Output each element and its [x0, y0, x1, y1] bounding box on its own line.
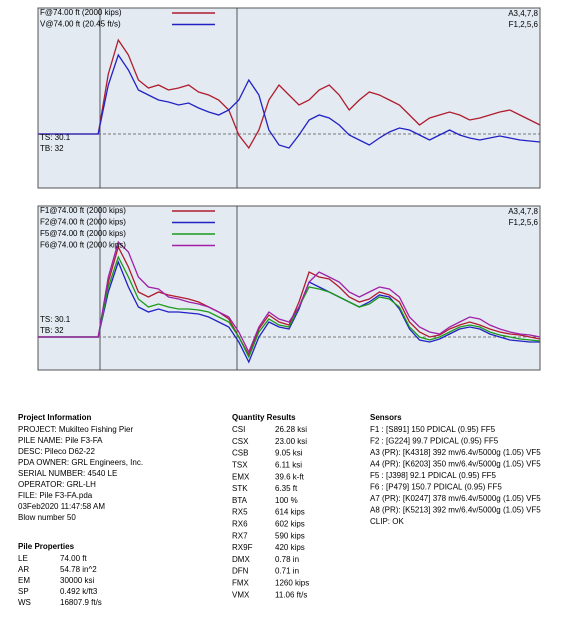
legend-label: F5@74.00 ft (2000 kips) [40, 229, 126, 238]
side-label: A3,4,7,8 [508, 207, 538, 216]
legend-label: V@74.00 ft (20.45 ft/s) [40, 20, 121, 29]
section-title: Quantity Results [232, 413, 296, 422]
info-row: DESC: Pileco D62-22 [18, 447, 95, 456]
quantity-label: BTA [232, 496, 248, 505]
sensor-row: F1 : [S891] 150 PDICAL (0.95) FF5 [370, 425, 496, 434]
quantity-value: 1260 kips [275, 579, 309, 588]
info-row: PROJECT: Mukilteo Fishing Pier [18, 425, 133, 434]
note: TS: 30.1 [40, 133, 71, 142]
section-title: Sensors [370, 413, 402, 422]
quantity-label: RX5 [232, 508, 248, 517]
property-label: AR [18, 565, 29, 574]
trace [38, 260, 540, 364]
trace [38, 38, 541, 150]
quantity-label: CSI [232, 425, 245, 434]
trace [38, 240, 541, 354]
sensor-row: A4 (PR): [K6203] 350 mv/6.4v/5000g (1.05… [370, 460, 541, 469]
quantity-value: 39.6 k-ft [275, 472, 305, 481]
quantity-value: 26.28 ksi [275, 425, 307, 434]
quantity-value: 602 kips [275, 520, 305, 529]
quantity-label: CSB [232, 449, 248, 458]
legend-label: F@74.00 ft (2000 kips) [40, 8, 122, 17]
legend-label: F6@74.00 ft (2000 kips) [40, 241, 126, 250]
quantity-value: 6.11 ksi [275, 461, 302, 470]
trace [38, 255, 541, 359]
panel-frame [37, 7, 541, 189]
side-label: A3,4,7,8 [508, 9, 538, 18]
quantity-label: RX6 [232, 520, 248, 529]
quantity-value: 9.05 ksi [275, 449, 303, 458]
quantity-value: 590 kips [275, 531, 305, 540]
info-row: SERIAL NUMBER: 4540 LE [18, 469, 117, 478]
section-title: Project Information [18, 413, 91, 422]
section-title: Pile Properties [18, 542, 75, 551]
sensor-row: F2 : [G224] 99.7 PDICAL (0.95) FF5 [370, 437, 499, 446]
trace [38, 53, 541, 149]
property-label: LE [18, 554, 28, 563]
property-label: SP [18, 587, 29, 596]
quantity-value: 100 % [275, 496, 298, 505]
quantity-value: 614 kips [275, 508, 305, 517]
info-row: PDA OWNER: GRL Engineers, Inc. [18, 458, 143, 467]
note: TB: 32 [40, 144, 64, 153]
property-value: 74.00 ft [60, 554, 87, 563]
quantity-value: 0.71 in [275, 567, 299, 576]
info-row: 03Feb2020 11:47:58 AM [18, 502, 105, 511]
info-row: PILE NAME: Pile F3-FA [18, 436, 103, 445]
trace [38, 245, 541, 357]
legend-label: F1@74.00 ft (2000 kips) [40, 206, 126, 215]
quantity-label: RX7 [232, 531, 248, 540]
quantity-value: 6.35 ft [275, 484, 298, 493]
property-value: 16807.9 ft/s [60, 598, 102, 607]
sensor-row: A3 (PR): [K4318] 392 mv/6.4v/5000g (1.05… [370, 448, 541, 457]
property-label: WS [18, 598, 31, 607]
note: TS: 30.1 [40, 315, 71, 324]
quantity-label: VMX [232, 590, 250, 599]
info-row: FILE: Pile F3-FA.pda [18, 491, 93, 500]
quantity-value: 11.06 ft/s [275, 590, 307, 599]
sensor-row: F6 : [P479] 150.7 PDICAL (0.95) FF5 [370, 483, 502, 492]
quantity-label: DMX [232, 555, 250, 564]
side-label: F1,2,5,6 [509, 20, 539, 29]
legend-label: F2@74.00 ft (2000 kips) [40, 218, 126, 227]
info-row: Blow number 50 [18, 513, 76, 522]
sensor-row: A7 (PR): [K0247] 378 mv/6.4v/5000g (1.05… [370, 494, 541, 503]
quantity-value: 23.00 ksi [275, 437, 307, 446]
info-row: OPERATOR: GRL-LH [18, 480, 96, 489]
quantity-label: CSX [232, 437, 249, 446]
panel-frame [37, 205, 541, 371]
sensor-row: F5 : [J398] 92.1 PDICAL (0.95) FF5 [370, 471, 497, 480]
quantity-value: 0.78 in [275, 555, 299, 564]
quantity-label: DFN [232, 567, 249, 576]
property-value: 30000 ksi [60, 576, 94, 585]
quantity-label: TSX [232, 461, 248, 470]
quantity-label: RX9F [232, 543, 253, 552]
property-value: 54.78 in^2 [60, 565, 97, 574]
quantity-value: 420 kips [275, 543, 305, 552]
sensor-row: A8 (PR): [K5213] 392 mv/6.4v/5000g (1.05… [370, 506, 541, 515]
property-label: EM [18, 576, 30, 585]
side-label: F1,2,5,6 [509, 218, 539, 227]
quantity-label: STK [232, 484, 248, 493]
quantity-label: FMX [232, 579, 250, 588]
property-value: 0.492 k/ft3 [60, 587, 98, 596]
sensor-row: CLIP: OK [370, 517, 404, 526]
quantity-label: EMX [232, 472, 250, 481]
note: TB: 32 [40, 326, 64, 335]
